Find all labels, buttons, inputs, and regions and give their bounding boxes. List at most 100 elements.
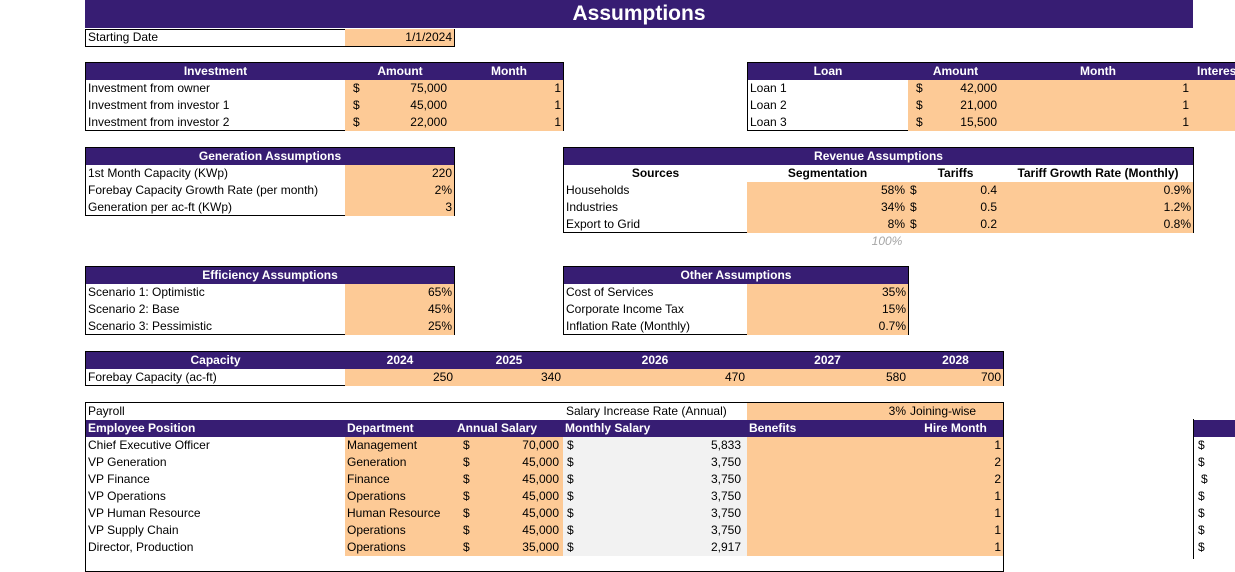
monthly-salary-value: 3,750: [710, 523, 741, 537]
other-border: [563, 266, 909, 335]
investment-amount[interactable]: $45,000: [345, 97, 455, 114]
employee-department[interactable]: Management: [345, 437, 455, 454]
currency-symbol: $: [463, 506, 470, 520]
revenue-tariff[interactable]: $0.2: [908, 216, 1003, 233]
generation-value[interactable]: 3: [345, 199, 454, 216]
generation-label: Forebay Capacity Growth Rate (per month): [88, 183, 319, 197]
other-value[interactable]: 0.7%: [747, 318, 908, 335]
loan-interest[interactable]: [1193, 97, 1235, 114]
loan-month[interactable]: 1: [1003, 80, 1193, 97]
generation-value[interactable]: 2%: [345, 182, 454, 199]
efficiency-label: Scenario 2: Base: [88, 302, 180, 316]
annual-salary[interactable]: $70,000: [455, 437, 563, 454]
benefits[interactable]: [747, 522, 908, 539]
capacity-value[interactable]: 700: [908, 369, 1003, 386]
hire-month[interactable]: 2: [908, 471, 1003, 488]
loan-month[interactable]: 1: [1003, 97, 1193, 114]
currency-symbol: $: [463, 523, 470, 537]
loan-interest[interactable]: [1193, 114, 1235, 131]
investment-month-header: Month: [455, 63, 563, 80]
salary-increase-value[interactable]: 3%: [747, 403, 908, 420]
annual-salary[interactable]: $45,000: [455, 488, 563, 505]
capacity-header: Capacity: [86, 352, 345, 369]
annual-salary[interactable]: $45,000: [455, 471, 563, 488]
monthly-salary-value: 3,750: [710, 506, 741, 520]
efficiency-label: Scenario 3: Pessimistic: [88, 319, 213, 333]
other-value[interactable]: 35%: [747, 284, 908, 301]
benefits[interactable]: [747, 539, 908, 556]
investment-month[interactable]: 1: [455, 97, 563, 114]
starting-date-value[interactable]: 1/1/2024: [345, 29, 454, 46]
loan-amount[interactable]: $21,000: [908, 97, 1003, 114]
efficiency-value[interactable]: 65%: [345, 284, 454, 301]
loan-interest[interactable]: [1193, 80, 1235, 97]
investment-month[interactable]: 1: [455, 80, 563, 97]
employee-department[interactable]: Operations: [345, 539, 455, 556]
payroll-col-department: Department: [345, 420, 455, 437]
annual-salary[interactable]: $45,000: [455, 454, 563, 471]
segmentation-total: 100%: [871, 234, 903, 248]
currency-symbol: $: [567, 489, 574, 503]
annual-salary[interactable]: $35,000: [455, 539, 563, 556]
employee-position: VP Finance: [88, 472, 150, 486]
investment-amount[interactable]: $22,000: [345, 114, 455, 131]
annual-salary-value: 35,000: [522, 540, 559, 554]
capacity-value[interactable]: 340: [455, 369, 563, 386]
hire-month[interactable]: 1: [908, 539, 1003, 556]
hire-month[interactable]: 1: [908, 488, 1003, 505]
capacity-value[interactable]: 250: [345, 369, 455, 386]
hire-month[interactable]: 1: [908, 437, 1003, 454]
benefits[interactable]: [747, 437, 908, 454]
investment-header: Investment: [86, 63, 345, 80]
investment-amount[interactable]: $75,000: [345, 80, 455, 97]
extension-currency: $: [1198, 523, 1205, 537]
capacity-value[interactable]: 470: [563, 369, 747, 386]
efficiency-value[interactable]: 25%: [345, 318, 454, 335]
other-value[interactable]: 15%: [747, 301, 908, 318]
loan-month[interactable]: 1: [1003, 114, 1193, 131]
investment-month[interactable]: 1: [455, 114, 563, 131]
benefits[interactable]: [747, 488, 908, 505]
investment-amount-header: Amount: [345, 63, 455, 80]
employee-position: Director, Production: [88, 540, 194, 554]
employee-department[interactable]: Operations: [345, 522, 455, 539]
currency-symbol: $: [463, 489, 470, 503]
employee-department[interactable]: Generation: [345, 454, 455, 471]
benefits[interactable]: [747, 471, 908, 488]
salary-increase-basis[interactable]: Joining-wise: [908, 403, 1003, 420]
hire-month[interactable]: 2: [908, 454, 1003, 471]
revenue-tariff[interactable]: $0.4: [908, 182, 1003, 199]
monthly-salary-value: 3,750: [710, 455, 741, 469]
revenue-growth[interactable]: 1.2%: [1003, 199, 1193, 216]
employee-department[interactable]: Finance: [345, 471, 455, 488]
efficiency-value[interactable]: 45%: [345, 301, 454, 318]
capacity-value[interactable]: 580: [747, 369, 908, 386]
investment-label: Investment from owner: [88, 81, 211, 95]
payroll-col-benefits: Benefits: [747, 420, 908, 437]
hire-month[interactable]: 1: [908, 505, 1003, 522]
generation-value[interactable]: 220: [345, 165, 454, 182]
revenue-growth[interactable]: 0.9%: [1003, 182, 1193, 199]
employee-department[interactable]: Operations: [345, 488, 455, 505]
employee-department[interactable]: Human Resource: [345, 505, 455, 522]
annual-salary[interactable]: $45,000: [455, 505, 563, 522]
revenue-segmentation[interactable]: 8%: [747, 216, 908, 233]
employee-position: VP Supply Chain: [88, 523, 179, 537]
extension-currency: $: [1198, 455, 1205, 469]
currency-symbol: $: [567, 523, 574, 537]
annual-salary[interactable]: $45,000: [455, 522, 563, 539]
benefits[interactable]: [747, 454, 908, 471]
revenue-tariff[interactable]: $0.5: [908, 199, 1003, 216]
revenue-segmentation[interactable]: 58%: [747, 182, 908, 199]
hire-month[interactable]: 1: [908, 522, 1003, 539]
loan-amount[interactable]: $15,500: [908, 114, 1003, 131]
monthly-salary-value: 2,917: [710, 540, 741, 554]
annual-salary-value: 70,000: [522, 438, 559, 452]
loan-amount[interactable]: $42,000: [908, 80, 1003, 97]
capacity-row-label: Forebay Capacity (ac-ft): [88, 370, 217, 384]
revenue-segmentation[interactable]: 34%: [747, 199, 908, 216]
employee-position: VP Operations: [88, 489, 166, 503]
revenue-growth[interactable]: 0.8%: [1003, 216, 1193, 233]
loan-header: Loan: [748, 63, 908, 80]
benefits[interactable]: [747, 505, 908, 522]
